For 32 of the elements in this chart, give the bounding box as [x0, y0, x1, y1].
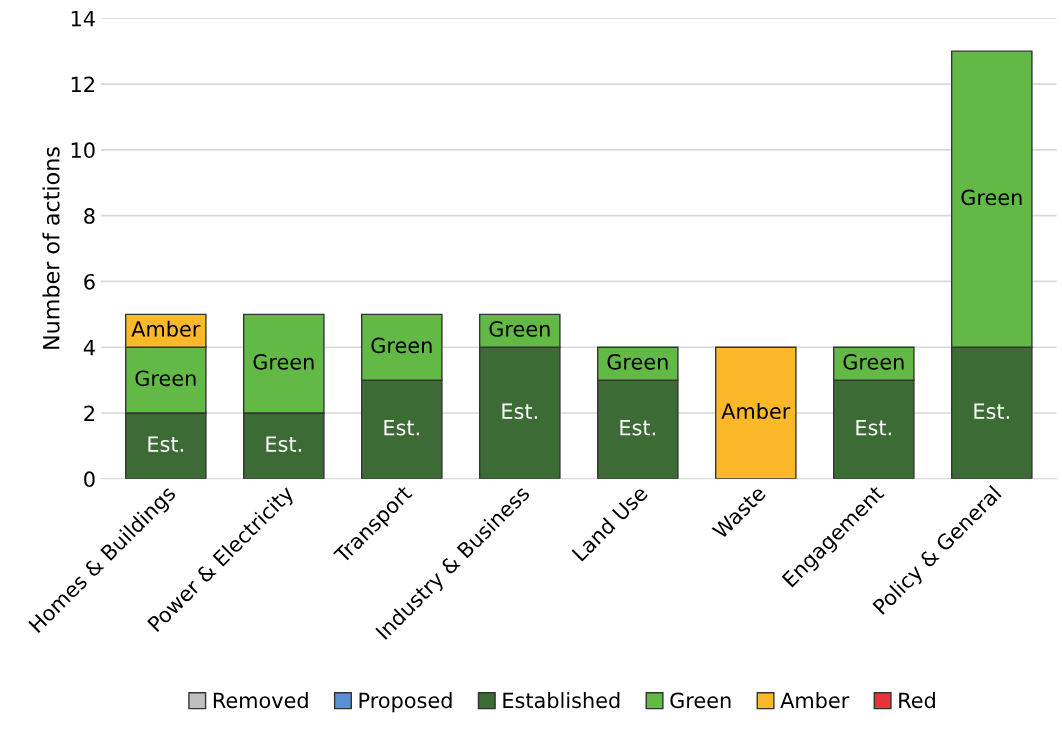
data-label: Green: [961, 189, 1022, 206]
data-label: Est.: [620, 420, 655, 436]
legend-label: Proposed: [359, 692, 452, 713]
y-axis-title: Number of actions: [42, 147, 60, 349]
data-label: Est.: [502, 403, 537, 420]
y-tick-label: 8: [84, 208, 95, 224]
y-tick-label: 6: [84, 273, 95, 290]
data-label: Green: [253, 353, 314, 370]
data-label: Est.: [148, 436, 183, 452]
data-label: Green: [489, 321, 550, 337]
y-tick-label: 12: [71, 76, 94, 92]
y-tick-label: 4: [83, 339, 95, 356]
y-tick-label: 0: [84, 471, 95, 488]
legend-label: Green: [670, 692, 731, 709]
data-label: Green: [371, 337, 432, 354]
data-label: Est.: [974, 403, 1009, 420]
data-label: Est.: [856, 420, 891, 436]
legend-label: Amber: [780, 692, 850, 709]
legend-label: Red: [899, 692, 935, 709]
y-tick-label: 10: [71, 142, 95, 159]
data-label: Green: [607, 353, 668, 370]
y-tick-label: 14: [71, 11, 95, 27]
data-label: Green: [135, 370, 196, 387]
bar: [714, 346, 797, 479]
legend-label: Removed: [213, 692, 308, 709]
data-label: Green: [843, 353, 904, 370]
data-label: Amber: [721, 402, 791, 420]
data-label: Amber: [131, 320, 201, 337]
data-label: Est.: [266, 436, 301, 452]
data-label: Est.: [384, 420, 419, 436]
y-tick-label: 2: [84, 405, 94, 421]
legend-label: Established: [503, 692, 620, 709]
